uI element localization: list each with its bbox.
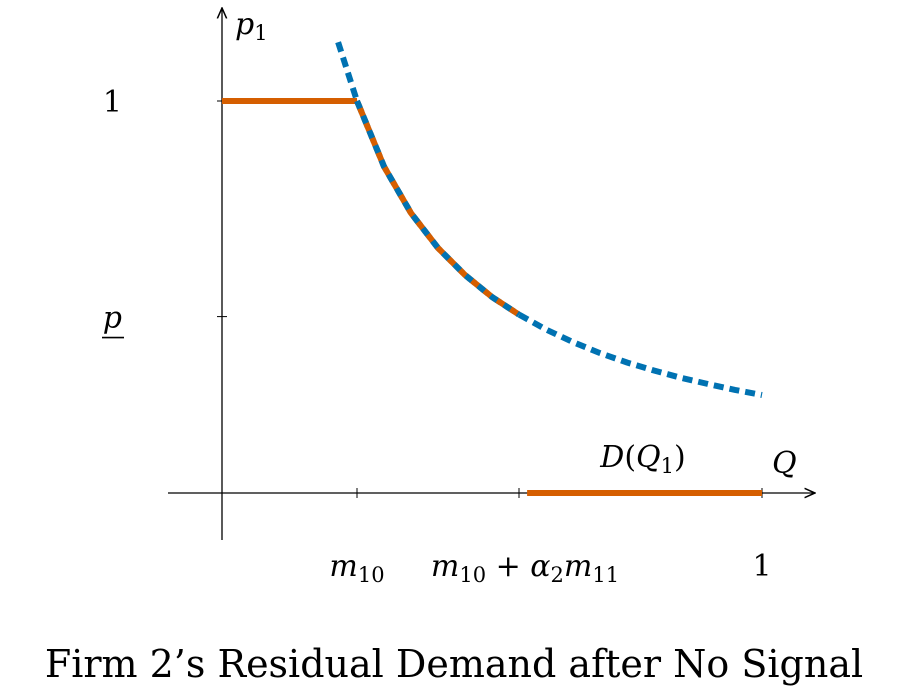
x-tick-label: m10 + α2m11 bbox=[431, 549, 619, 587]
y-tick-label: 1 bbox=[103, 85, 122, 120]
x-axis-label: Q bbox=[772, 446, 797, 481]
series-annotation-label: D(Q1) bbox=[599, 440, 685, 478]
chart-labels: p1 Q 1 p m10 m10 + α2m11 1 D(Q1) bbox=[102, 7, 797, 587]
demand-curve-dotted bbox=[335, 41, 763, 398]
demand-curve-overlap bbox=[354, 99, 521, 318]
axes bbox=[168, 8, 815, 540]
y-axis-label: p1 bbox=[235, 7, 268, 45]
residual-demand-segment bbox=[354, 99, 521, 318]
chart-marks bbox=[222, 41, 763, 496]
x-tick-label: 1 bbox=[752, 549, 771, 584]
chart-caption: Firm 2’s Residual Demand after No Signal bbox=[45, 642, 863, 686]
x-tick-label: m10 bbox=[329, 549, 384, 587]
y-tick-label: p bbox=[103, 301, 122, 336]
